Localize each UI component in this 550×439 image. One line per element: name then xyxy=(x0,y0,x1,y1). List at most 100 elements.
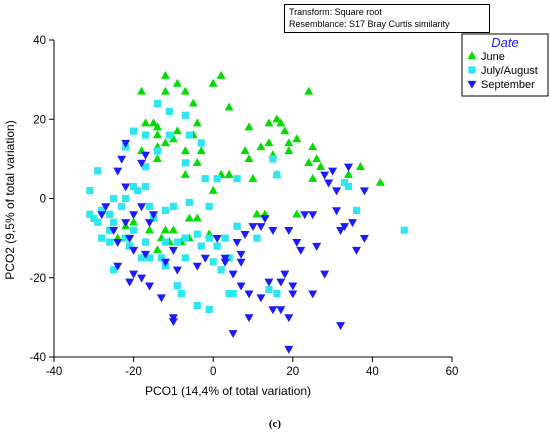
point-september xyxy=(268,306,278,315)
point-july-august xyxy=(233,222,241,230)
point-june xyxy=(312,154,322,163)
point-september xyxy=(212,234,222,243)
point-july-august xyxy=(153,99,162,107)
point-june xyxy=(240,146,250,155)
point-july-august xyxy=(86,186,94,195)
point-july-august xyxy=(205,305,213,314)
point-june xyxy=(192,213,202,222)
point-june xyxy=(145,225,155,234)
point-june xyxy=(308,173,318,182)
legend-entry: July/August xyxy=(481,65,538,77)
point-july-august xyxy=(130,183,138,191)
point-july-august xyxy=(106,210,114,218)
x-tick-label: 0 xyxy=(210,366,216,378)
point-june xyxy=(188,98,198,107)
point-july-august xyxy=(157,254,166,262)
point-july-august xyxy=(118,202,126,211)
point-september xyxy=(113,262,123,271)
point-september xyxy=(149,211,158,220)
point-july-august xyxy=(253,234,261,242)
point-september xyxy=(359,187,369,196)
point-july-august xyxy=(122,234,130,242)
point-june xyxy=(152,245,162,254)
point-july-august xyxy=(185,131,193,139)
point-september xyxy=(256,294,266,303)
point-september xyxy=(288,290,298,299)
point-june xyxy=(344,169,354,178)
data-points xyxy=(86,70,408,354)
point-september xyxy=(125,234,135,243)
point-september xyxy=(284,314,294,323)
legend-marker xyxy=(468,66,476,74)
point-september xyxy=(268,227,278,235)
point-september xyxy=(276,306,286,315)
point-july-august xyxy=(122,194,130,203)
point-june xyxy=(208,78,218,87)
point-july-august xyxy=(141,238,150,246)
point-july-august xyxy=(165,107,174,115)
y-axis: -40 -20 0 20 40 xyxy=(29,35,55,364)
point-june xyxy=(252,209,262,218)
point-july-august xyxy=(221,234,229,242)
point-july-august xyxy=(110,266,118,274)
point-july-august xyxy=(225,254,233,262)
point-july-august xyxy=(193,301,201,310)
point-september xyxy=(300,211,310,220)
point-july-august xyxy=(181,254,189,262)
point-june xyxy=(256,142,266,151)
point-september xyxy=(192,262,202,271)
point-september xyxy=(121,139,131,148)
point-september xyxy=(292,238,302,247)
point-july-august xyxy=(193,230,201,238)
point-july-august xyxy=(141,163,150,171)
point-june xyxy=(264,118,274,127)
point-september xyxy=(284,345,294,354)
point-september xyxy=(328,167,338,176)
point-july-august xyxy=(169,202,177,211)
point-june xyxy=(137,86,147,95)
point-july-august xyxy=(110,218,118,226)
point-june xyxy=(192,118,202,127)
point-july-august xyxy=(94,167,102,175)
point-september xyxy=(121,219,131,228)
point-june xyxy=(264,138,274,147)
point-july-august xyxy=(161,206,170,214)
point-june xyxy=(160,70,170,79)
point-september xyxy=(129,211,139,220)
point-september xyxy=(276,278,286,287)
point-july-august xyxy=(181,111,189,119)
point-september xyxy=(256,223,266,232)
point-september xyxy=(240,231,250,239)
x-axis: -40 -20 0 20 40 60 xyxy=(46,356,458,378)
point-september xyxy=(141,151,151,160)
point-june xyxy=(152,154,162,163)
y-tick-label: 20 xyxy=(33,114,46,126)
y-axis-label: PCO2 (9,5% of total variation) xyxy=(3,120,17,279)
point-september xyxy=(348,219,357,228)
point-june xyxy=(304,86,314,95)
point-september xyxy=(200,254,210,263)
x-tick-label: -40 xyxy=(46,366,63,378)
point-september xyxy=(137,274,147,283)
x-tick-label: 20 xyxy=(286,366,299,378)
point-june xyxy=(180,86,190,95)
resemblance-text: Resemblance: S17 Bray Curtis similarity xyxy=(289,19,450,29)
point-september xyxy=(336,227,346,235)
point-june xyxy=(375,177,385,186)
point-september xyxy=(109,227,119,235)
point-september xyxy=(125,278,135,287)
point-september xyxy=(320,270,330,279)
point-july-august xyxy=(173,238,181,246)
point-june xyxy=(172,78,182,87)
point-june xyxy=(184,213,194,222)
point-september xyxy=(145,219,155,228)
point-july-august xyxy=(213,175,221,183)
point-june xyxy=(280,126,290,135)
point-september xyxy=(312,242,322,251)
point-june xyxy=(208,185,218,194)
point-july-august xyxy=(352,206,361,214)
point-july-august xyxy=(165,131,174,139)
point-june xyxy=(216,70,226,79)
point-july-august xyxy=(265,286,273,294)
